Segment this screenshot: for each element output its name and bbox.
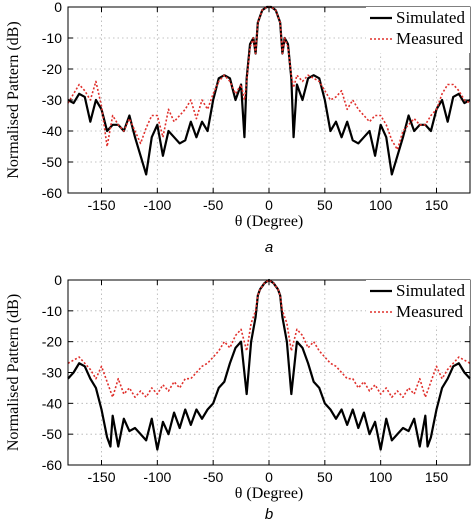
y-tick-label: 0 <box>54 272 62 288</box>
y-tick-label: -20 <box>42 61 62 77</box>
x-tick-label: 0 <box>265 469 273 485</box>
y-tick-label: -60 <box>42 457 62 473</box>
y-tick-label: -30 <box>42 92 62 108</box>
y-tick-label: -30 <box>42 365 62 381</box>
y-tick-label: 0 <box>54 0 62 15</box>
x-tick-label: -50 <box>203 469 223 485</box>
panel-caption: a <box>265 239 273 256</box>
x-tick-label: 100 <box>369 197 393 213</box>
x-tick-label: 150 <box>425 469 449 485</box>
x-tick-label: 100 <box>369 469 393 485</box>
legend: Simulated Measured <box>366 280 470 326</box>
x-tick-label: -150 <box>87 469 115 485</box>
y-tick-label: -60 <box>42 185 62 201</box>
y-tick-label: -50 <box>42 426 62 442</box>
legend-box <box>366 280 470 326</box>
y-tick-label: -50 <box>42 154 62 170</box>
y-tick-label: -10 <box>42 30 62 46</box>
y-tick-label: -20 <box>42 334 62 350</box>
x-tick-label: -100 <box>143 197 171 213</box>
x-axis-title: θ (Degree) <box>235 213 304 230</box>
x-tick-label: -150 <box>87 197 115 213</box>
y-axis-title: Normalised Pattern (dB) <box>5 294 22 451</box>
legend-label-simulated: Simulated <box>396 281 465 300</box>
y-tick-label: -40 <box>42 395 62 411</box>
chart-panel-a: -150 -100 -50 0 50 100 150 0 -10 -20 -30 -40 -50 -60 θ… <box>5 0 471 256</box>
x-tick-label: -50 <box>203 197 223 213</box>
legend: Simulated Measured <box>366 7 470 53</box>
x-tick-label: 0 <box>265 197 273 213</box>
legend-label-measured: Measured <box>396 29 464 48</box>
legend-label-measured: Measured <box>396 302 464 321</box>
y-axis-title: Normalised Pattern (dB) <box>5 21 22 178</box>
x-tick-label: 50 <box>317 469 333 485</box>
x-axis-title: θ (Degree) <box>235 485 304 502</box>
chart-panel-b: -150 -100 -50 0 50 100 150 0 -10 -20 -30 -40 -50 -60 θ… <box>5 272 471 523</box>
x-tick-label: 150 <box>425 197 449 213</box>
panel-caption: b <box>265 506 273 523</box>
series-line-measured <box>67 279 471 398</box>
y-tick-label: -10 <box>42 303 62 319</box>
legend-box <box>366 7 470 53</box>
x-tick-label: -100 <box>143 469 171 485</box>
legend-label-simulated: Simulated <box>396 8 465 27</box>
x-tick-label: 50 <box>317 197 333 213</box>
y-tick-label: -40 <box>42 123 62 139</box>
